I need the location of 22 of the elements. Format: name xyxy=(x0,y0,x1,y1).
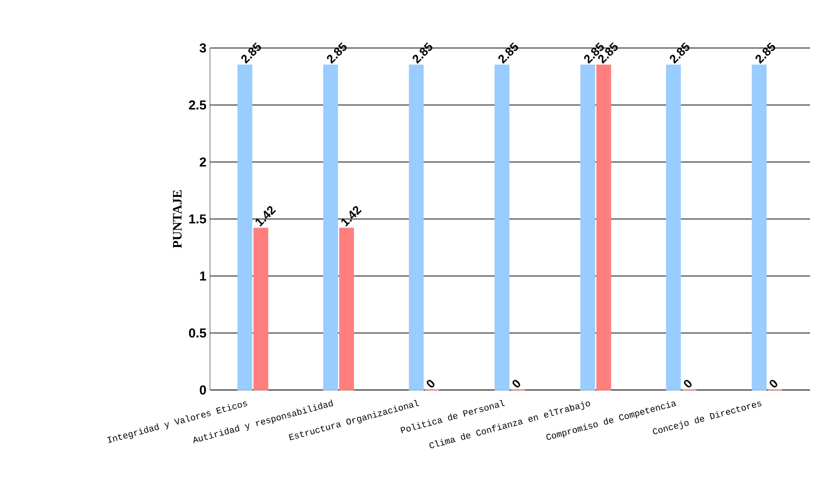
y-tick-label: 2 xyxy=(200,157,206,167)
bar xyxy=(237,64,252,390)
bar xyxy=(752,64,767,390)
bar xyxy=(323,64,338,390)
y-tick-label: 3 xyxy=(200,43,206,53)
bar xyxy=(580,64,596,390)
data-label: 0 xyxy=(426,380,434,388)
bar xyxy=(666,64,681,390)
bar xyxy=(253,228,268,390)
bar xyxy=(339,228,354,390)
y-tick-label: 2.5 xyxy=(188,100,206,110)
bar xyxy=(408,64,424,390)
bar xyxy=(494,64,510,390)
y-axis-title: PUNTAJE xyxy=(172,190,182,248)
y-tick-label: 0 xyxy=(200,385,206,395)
bar xyxy=(596,64,612,390)
data-label: 0 xyxy=(684,380,692,388)
y-tick-label: 1 xyxy=(200,272,206,280)
y-tick-label: 1.5 xyxy=(189,214,206,224)
y-tick-label: 0.5 xyxy=(189,328,206,338)
data-label: 0 xyxy=(770,380,778,388)
data-label: 0 xyxy=(512,380,520,388)
